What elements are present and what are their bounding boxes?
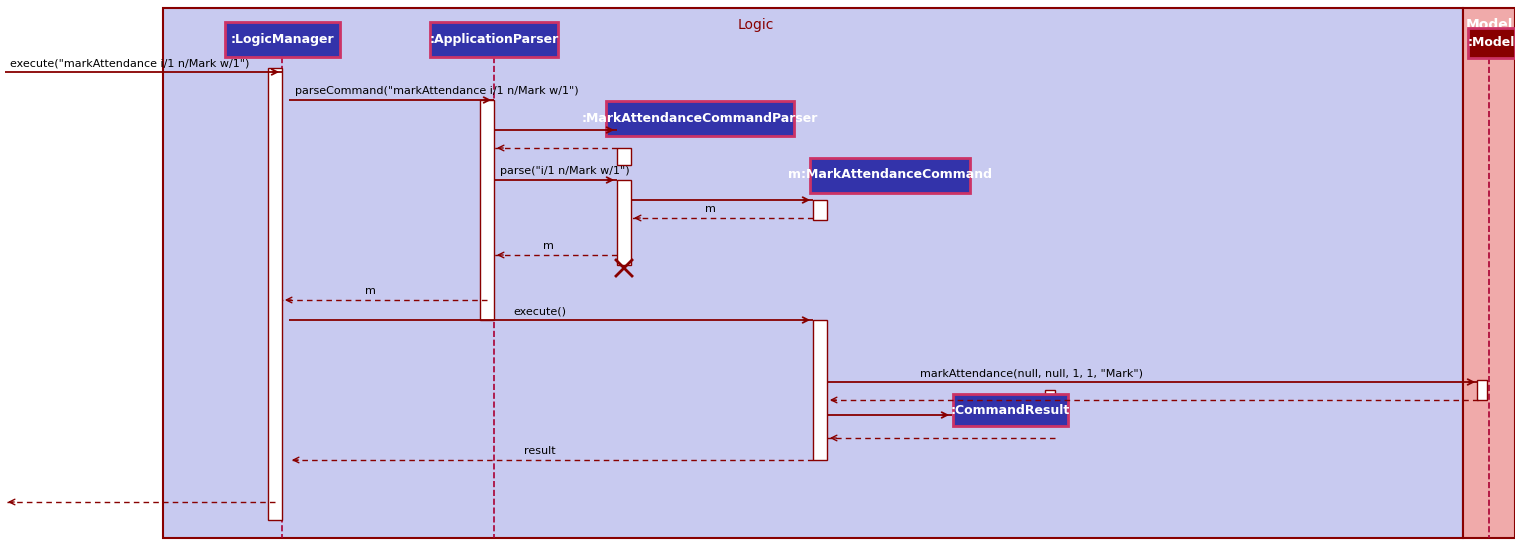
Bar (617, 148, 632, 165)
Text: Logic: Logic (738, 18, 774, 32)
Text: :CommandResult: :CommandResult (950, 403, 1070, 417)
Bar (226, 22, 339, 57)
Text: execute(): execute() (514, 306, 567, 316)
Text: markAttendance(null, null, 1, 1, "Mark"): markAttendance(null, null, 1, 1, "Mark") (920, 368, 1142, 378)
Bar (811, 157, 970, 193)
Text: parseCommand("markAttendance i/1 n/Mark w/1"): parseCommand("markAttendance i/1 n/Mark … (295, 86, 579, 96)
Text: m: m (365, 286, 376, 296)
Text: :Model: :Model (1468, 37, 1515, 50)
Text: Model: Model (1465, 18, 1512, 32)
Bar (606, 100, 794, 135)
Text: parse("i/1 n/Mark w/1"): parse("i/1 n/Mark w/1") (500, 166, 630, 176)
Bar (1468, 28, 1515, 58)
Bar (430, 22, 558, 57)
Text: :LogicManager: :LogicManager (230, 33, 335, 46)
Text: result: result (524, 446, 556, 456)
Bar (480, 100, 494, 320)
Text: :ApplicationParser: :ApplicationParser (429, 33, 559, 46)
Bar (617, 180, 632, 265)
Text: :MarkAttendanceCommandParser: :MarkAttendanceCommandParser (582, 111, 818, 124)
Text: m: m (704, 204, 715, 214)
Bar (814, 320, 827, 460)
Bar (1477, 380, 1488, 400)
Bar (1463, 8, 1515, 538)
Bar (164, 8, 1463, 538)
Text: execute("markAttendance i/1 n/Mark w/1"): execute("markAttendance i/1 n/Mark w/1") (11, 58, 250, 68)
Text: m: m (542, 241, 553, 251)
Bar (268, 68, 282, 520)
Bar (1045, 390, 1054, 415)
Bar (953, 394, 1068, 426)
Text: m:MarkAttendanceCommand: m:MarkAttendanceCommand (788, 169, 992, 181)
Bar (814, 200, 827, 220)
